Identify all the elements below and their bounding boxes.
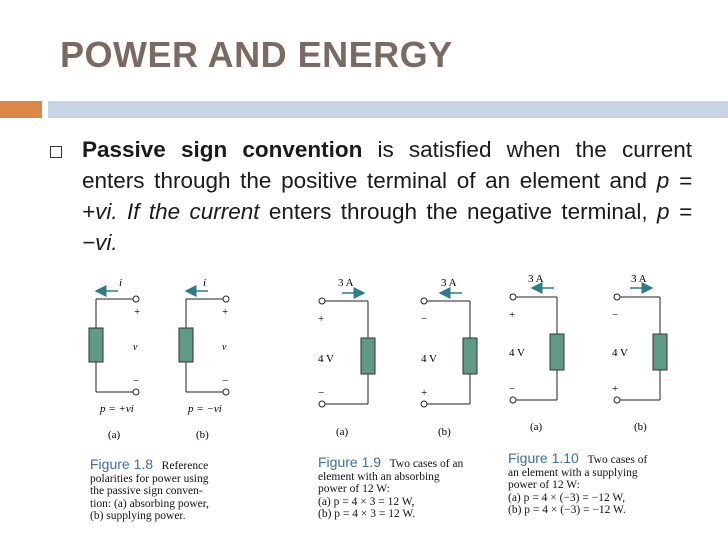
fig18-caption: Figure 1.8 Reference polarities for powe… [90, 456, 240, 523]
fig18-minus-a: − [133, 375, 139, 387]
fig18-sub-b: (b) [196, 429, 209, 441]
para-text-1: is satisfied when the current enters thr… [82, 137, 692, 193]
fig19-caption-line2: element with an absorbing [318, 470, 440, 483]
fig19-sub-a: (a) [336, 426, 349, 438]
para-text-2: enters through the negative terminal, [259, 199, 658, 224]
fig18-v-b: v [222, 342, 227, 353]
fig19-caption-line4: (a) p = 4 × 3 = 12 W, [318, 495, 415, 508]
fig110-caption-line4: (a) p = 4 × (−3) = −12 W, [508, 491, 626, 504]
fig19-caption-line3: power of 12 W: [318, 483, 390, 495]
circuit-figures: i + v − p = +vi (a) i + v − p = −vi (b) … [88, 273, 668, 441]
fig110-plus-a: + [509, 309, 515, 321]
fig110-caption-label: Figure 1.10 [508, 450, 579, 466]
fig110-circuit-a [509, 282, 565, 404]
fig110-sub-b: (b) [634, 421, 647, 433]
fig19-current-a: 3 A [338, 277, 354, 289]
fig18-plus-a: + [134, 306, 140, 318]
fig18-circuit-a [88, 285, 140, 396]
fig19-caption: Figure 1.9 Two cases of an element with … [318, 454, 488, 521]
fig110-current-b: 3 A [631, 273, 647, 285]
fig18-caption-line2: polarities for power using [90, 472, 209, 485]
bullet-paragraph: Passive sign convention is satisfied whe… [82, 134, 692, 264]
fig18-caption-line4: tion: (a) absorbing power, [90, 497, 209, 510]
fig19-caption-line5: (b) p = 4 × 3 = 12 W. [318, 508, 416, 520]
fig18-circuit-b [178, 285, 230, 396]
fig19-voltage-b: 4 V [421, 353, 437, 365]
fig18-caption-line3: the passive sign conven- [90, 485, 203, 497]
fig18-power-b: p = −vi [187, 403, 222, 415]
fig19-caption-line1: Two cases of an [389, 458, 464, 470]
para-formula-2: p = −vi. [82, 199, 692, 255]
fig19-minus-b: − [421, 313, 427, 325]
fig110-caption-line1: Two cases of [587, 454, 648, 466]
figures-area: i + v − p = +vi (a) i + v − p = −vi (b) … [0, 266, 728, 546]
fig110-minus-a: − [509, 383, 515, 395]
fig110-voltage-a: 4 V [509, 347, 525, 359]
bullet-square-icon [50, 146, 62, 158]
slide-title: POWER AND ENERGY [60, 34, 453, 75]
fig110-plus-b: + [612, 383, 618, 395]
fig110-caption-line3: power of 12 W: [508, 479, 580, 491]
fig18-v-a: v [133, 342, 138, 353]
fig19-circuit-a [318, 287, 376, 408]
term-passive-sign-convention: Passive sign convention [82, 137, 363, 162]
fig110-minus-b: − [612, 309, 618, 321]
fig110-voltage-b: 4 V [612, 347, 628, 359]
fig18-power-a: p = +vi [99, 403, 134, 415]
fig18-caption-line5: (b) supplying power. [90, 510, 186, 522]
fig18-current-label-b: i [203, 277, 206, 289]
fig18-minus-b: − [222, 375, 228, 387]
fig19-circuit-b [420, 287, 478, 408]
fig110-sub-a: (a) [530, 421, 543, 433]
fig19-plus-b: + [421, 387, 427, 399]
fig18-caption-label: Figure 1.8 [90, 456, 154, 472]
fig18-sub-a: (a) [108, 429, 121, 441]
fig18-plus-b: + [222, 306, 228, 318]
fig18-caption-line1: Reference [161, 460, 209, 472]
fig18-current-label-a: i [119, 277, 122, 289]
fig19-current-b: 3 A [441, 277, 457, 289]
fig19-plus-a: + [318, 313, 324, 325]
title-accent-bar-blue [48, 101, 728, 118]
title-accent-bar-orange [0, 101, 42, 118]
fig19-sub-b: (b) [438, 426, 451, 438]
fig110-circuit-b [613, 282, 668, 404]
fig19-minus-a: − [318, 387, 324, 399]
fig19-caption-label: Figure 1.9 [318, 454, 382, 470]
para-formula-1: p = +vi. If the current [82, 168, 692, 224]
fig110-caption-line2: an element with a supplying [508, 466, 638, 479]
fig19-voltage-a: 4 V [318, 353, 334, 365]
fig110-caption-line5: (b) p = 4 × (−3) = −12 W. [508, 504, 626, 516]
fig110-current-a: 3 A [528, 273, 544, 285]
fig110-caption: Figure 1.10 Two cases of an element with… [508, 450, 708, 517]
